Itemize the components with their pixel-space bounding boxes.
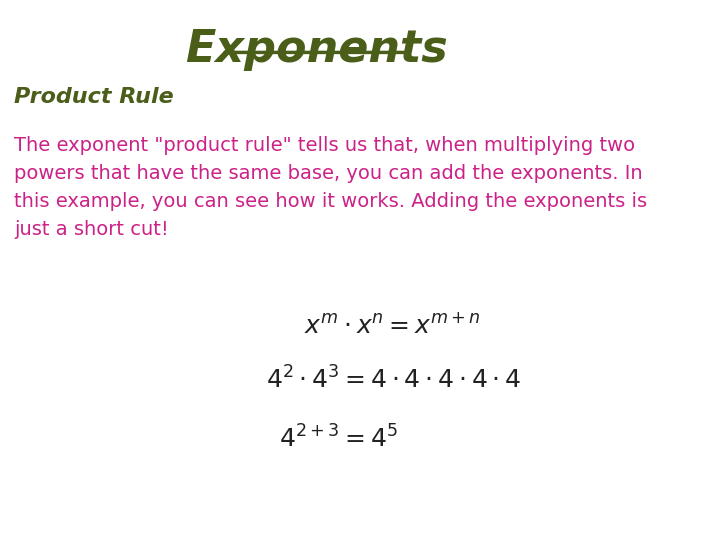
Text: $x^m \cdot x^n = x^{m+n}$: $x^m \cdot x^n = x^{m+n}$ xyxy=(305,313,481,338)
Text: The exponent "product rule" tells us that, when multiplying two
powers that have: The exponent "product rule" tells us tha… xyxy=(14,136,647,239)
Text: $4^2 \cdot 4^3 = 4 \cdot 4 \cdot 4 \cdot 4 \cdot 4$: $4^2 \cdot 4^3 = 4 \cdot 4 \cdot 4 \cdot… xyxy=(266,367,522,394)
Text: Product Rule: Product Rule xyxy=(14,87,174,107)
Text: Exponents: Exponents xyxy=(186,28,449,71)
Text: $4^{2+3} = 4^5$: $4^{2+3} = 4^5$ xyxy=(279,426,398,453)
